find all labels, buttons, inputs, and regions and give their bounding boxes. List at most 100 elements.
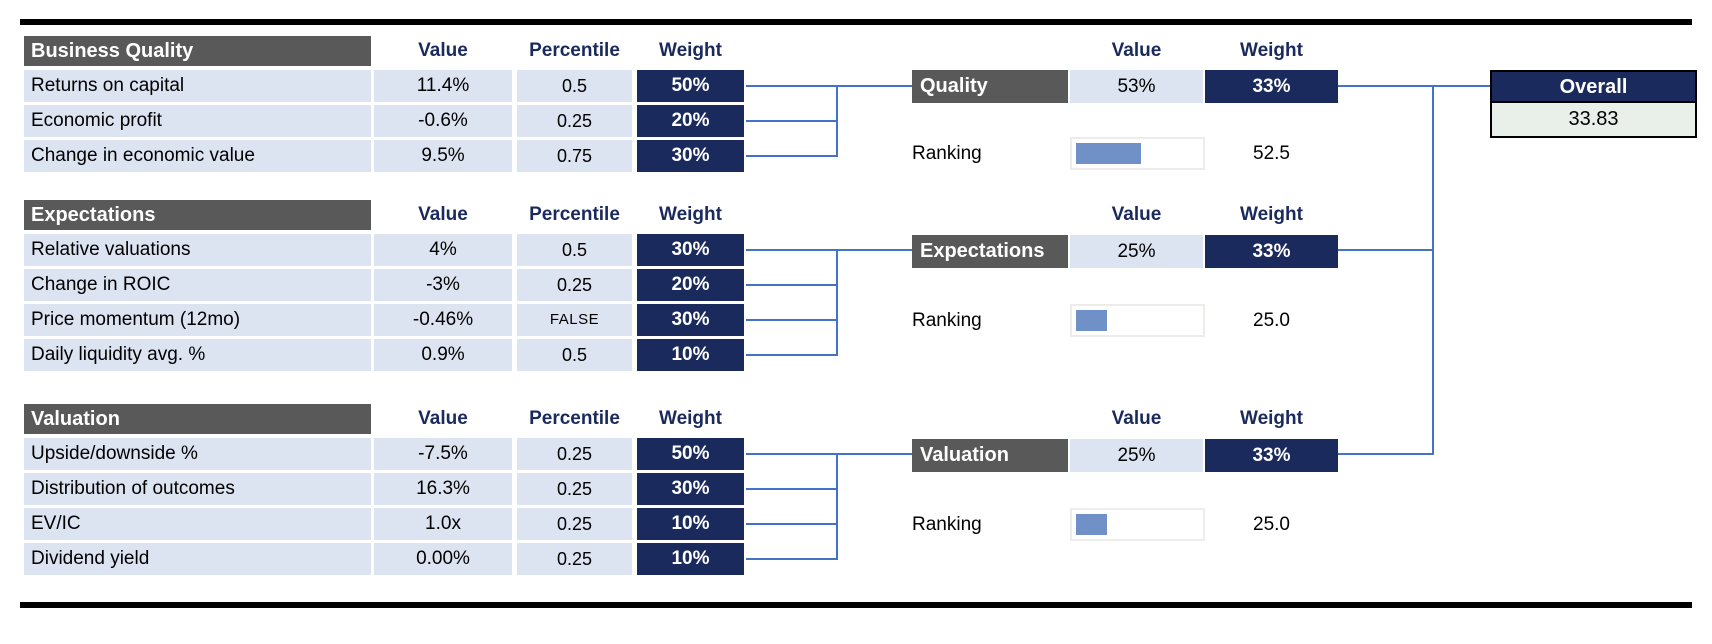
weight-cell: 20% — [637, 105, 744, 137]
connector-line — [746, 85, 912, 87]
row-label: Distribution of outcomes — [24, 473, 371, 505]
ranking-value: 25.0 — [1253, 310, 1290, 331]
percentile-cell: FALSE — [517, 304, 632, 336]
bottom-rule — [20, 602, 1692, 608]
connector-line — [746, 453, 912, 455]
summary-weight-cell: 33% — [1205, 70, 1338, 103]
summary-column-header-value: Value — [1111, 408, 1162, 429]
value-cell: 0.00% — [374, 543, 512, 575]
ranking-bar-fill — [1076, 143, 1141, 164]
weight-cell: 30% — [637, 234, 744, 266]
ranking-label: Ranking — [912, 143, 982, 164]
ranking-value: 25.0 — [1253, 514, 1290, 535]
summary-label: Valuation — [912, 439, 1068, 472]
summary-column-header-weight: Weight — [1240, 204, 1303, 225]
summary-column-header-value: Value — [1111, 204, 1162, 225]
connector-line — [746, 284, 838, 286]
valuation-table: Valuation Value Percentile Weight Upside… — [24, 404, 744, 578]
connector-line — [1432, 85, 1434, 455]
table-row: Change in ROIC -3% 0.25 20% — [24, 269, 744, 301]
row-label: Price momentum (12mo) — [24, 304, 371, 336]
overall-score: 33.83 — [1492, 103, 1695, 136]
connector-line — [1338, 249, 1434, 251]
percentile-cell: 0.25 — [517, 105, 632, 137]
column-header-value: Value — [418, 204, 468, 225]
table-row: Upside/downside % -7.5% 0.25 50% — [24, 438, 744, 470]
connector-line — [836, 85, 838, 157]
row-label: Daily liquidity avg. % — [24, 339, 371, 371]
percentile-cell: 0.5 — [517, 234, 632, 266]
ranking-label: Ranking — [912, 310, 982, 331]
top-rule — [20, 19, 1692, 25]
table-row: Price momentum (12mo) -0.46% FALSE 30% — [24, 304, 744, 336]
weight-cell: 30% — [637, 140, 744, 172]
value-cell: 11.4% — [374, 70, 512, 102]
table-header-row: Valuation Value Percentile Weight — [24, 404, 744, 434]
value-cell: 0.9% — [374, 339, 512, 371]
percentile-cell: 0.5 — [517, 339, 632, 371]
value-cell: 9.5% — [374, 140, 512, 172]
summary-weight-cell: 33% — [1205, 235, 1338, 268]
column-header-weight: Weight — [659, 204, 722, 225]
column-header-percentile: Percentile — [529, 40, 620, 61]
value-cell: 1.0x — [374, 508, 512, 540]
row-label: Dividend yield — [24, 543, 371, 575]
connector-line — [1338, 453, 1434, 455]
table-row: Economic profit -0.6% 0.25 20% — [24, 105, 744, 137]
value-cell: 16.3% — [374, 473, 512, 505]
summary-column-header-value: Value — [1111, 40, 1162, 61]
percentile-cell: 0.25 — [517, 543, 632, 575]
row-label: Relative valuations — [24, 234, 371, 266]
summary-weight-cell: 33% — [1205, 439, 1338, 472]
ranking-bar — [1070, 304, 1205, 337]
weight-cell: 10% — [637, 543, 744, 575]
summary-value-cell: 25% — [1070, 235, 1203, 268]
connector-line — [1338, 85, 1490, 87]
column-header-value: Value — [418, 408, 468, 429]
row-label: Change in ROIC — [24, 269, 371, 301]
connector-line — [746, 120, 838, 122]
column-header-weight: Weight — [659, 40, 722, 61]
connector-line — [746, 249, 912, 251]
ranking-bar — [1070, 137, 1205, 170]
business-quality-table: Business Quality Value Percentile Weight… — [24, 36, 744, 175]
ranking-bar-fill — [1076, 514, 1107, 535]
ranking-bar — [1070, 508, 1205, 541]
connector-line — [746, 488, 838, 490]
connector-line — [746, 319, 838, 321]
percentile-cell: 0.25 — [517, 508, 632, 540]
table-header-row: Expectations Value Percentile Weight — [24, 200, 744, 230]
percentile-cell: 0.25 — [517, 438, 632, 470]
percentile-cell: 0.25 — [517, 473, 632, 505]
row-label: Returns on capital — [24, 70, 371, 102]
weight-cell: 10% — [637, 339, 744, 371]
table-title: Expectations — [24, 200, 371, 230]
weight-cell: 30% — [637, 304, 744, 336]
weight-cell: 50% — [637, 438, 744, 470]
summary-label: Expectations — [912, 235, 1068, 268]
summary-column-header-weight: Weight — [1240, 40, 1303, 61]
expectations-table: Expectations Value Percentile Weight Rel… — [24, 200, 744, 374]
table-row: Distribution of outcomes 16.3% 0.25 30% — [24, 473, 744, 505]
weight-cell: 20% — [637, 269, 744, 301]
overall-title: Overall — [1492, 72, 1695, 103]
percentile-cell: 0.5 — [517, 70, 632, 102]
value-cell: -0.6% — [374, 105, 512, 137]
table-row: Change in economic value 9.5% 0.75 30% — [24, 140, 744, 172]
table-row: EV/IC 1.0x 0.25 10% — [24, 508, 744, 540]
weight-cell: 50% — [637, 70, 744, 102]
value-cell: 4% — [374, 234, 512, 266]
row-label: Change in economic value — [24, 140, 371, 172]
percentile-cell: 0.75 — [517, 140, 632, 172]
connector-line — [746, 523, 838, 525]
ranking-value: 52.5 — [1253, 143, 1290, 164]
connector-line — [836, 249, 838, 356]
percentile-cell: 0.25 — [517, 269, 632, 301]
table-row: Returns on capital 11.4% 0.5 50% — [24, 70, 744, 102]
table-row: Daily liquidity avg. % 0.9% 0.5 10% — [24, 339, 744, 371]
column-header-percentile: Percentile — [529, 204, 620, 225]
ranking-bar-fill — [1076, 310, 1107, 331]
connector-line — [746, 558, 838, 560]
row-label: Economic profit — [24, 105, 371, 137]
